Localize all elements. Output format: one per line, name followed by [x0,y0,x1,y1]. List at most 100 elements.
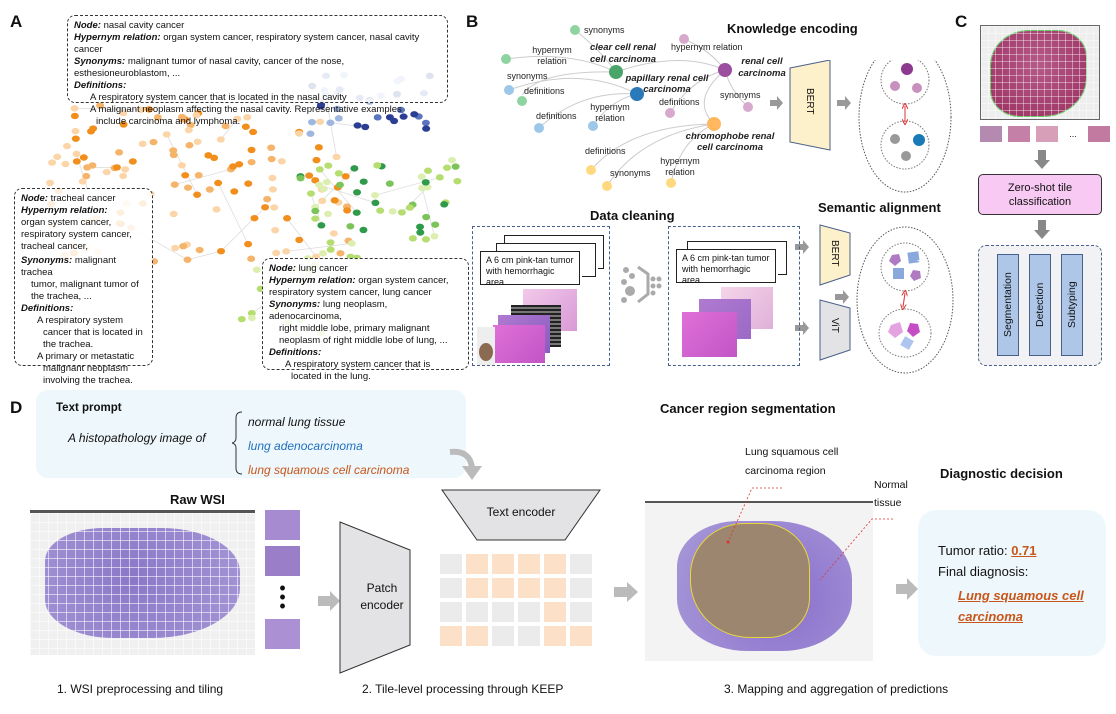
semantic-alignment-title: Semantic alignment [818,200,941,215]
tile-cell [518,602,540,622]
graph-node [316,118,325,125]
wsi-thumbnail [980,25,1100,120]
graph-node [306,130,315,137]
hypernym-text: tracheal cancer, [21,241,89,252]
graph-edge [374,176,440,196]
graph-node [204,152,213,159]
tile-strip: ... [980,126,1110,142]
graph-node [235,161,244,168]
graph-node [88,162,97,169]
graph-node [421,179,430,186]
synonyms-text: the trachea, ... [31,291,92,302]
graph-node [334,170,343,177]
graph-node [247,158,256,166]
graph-node [326,246,335,253]
attr-label: synonyms [720,90,761,100]
definition: A respiratory system cancer that is [285,359,431,370]
graph-node [306,190,315,197]
node-dot [609,65,623,79]
graph-node [416,223,425,231]
graph-node [423,167,432,174]
graph-node [282,248,291,255]
graph-node [137,106,146,113]
t-icon: T [917,259,922,268]
node-dot [743,102,753,112]
graph-node [326,239,335,246]
graph-node [408,235,417,242]
graph-node [410,111,419,118]
prompt-option-lusc: lung squamous cell carcinoma [248,463,410,477]
graph-node [271,226,280,234]
graph-node [322,178,331,186]
node-dot [679,34,689,44]
raw-wsi-image [30,510,255,655]
node-label-ccrcc: clear cell renal cell carcinoma [589,42,657,65]
graph-node [72,150,81,158]
tile [1088,126,1110,142]
tile-cell [544,578,566,598]
tile-cell [518,626,540,646]
label: Node: [74,20,101,31]
graph-node [343,207,352,214]
tasks-box: Segmentation Detection Subtyping [978,245,1102,366]
graph-node [71,127,80,135]
tile-cell [440,578,462,598]
graph-edge [286,242,352,252]
graph-node [216,136,225,143]
node-name: lung cancer [298,263,348,274]
final-diagnosis-value: Lung squamous cell carcinoma [958,588,1084,624]
graph-node [72,158,81,165]
graph-node [443,164,452,171]
graph-node [270,204,279,211]
graph-node [112,164,121,171]
graph-node [333,105,342,113]
graph-node [421,236,430,243]
curved-arrow-icon [449,448,482,480]
graph-node [277,158,286,165]
graph-node [405,204,414,211]
down-arrow-icon [1034,220,1050,239]
tumor-ratio-value: 0.71 [1011,543,1037,558]
graph-node [263,195,272,203]
graph-node [63,142,72,150]
task-subtyping: Subtyping [1061,254,1083,356]
graph-node [230,188,239,195]
graph-node [193,138,202,145]
tile-cell [466,554,488,574]
text-prompt-title: Text prompt [56,402,122,414]
node-card-lung: Node: lung cancer Hypernym relation: org… [262,258,469,382]
graph-node [119,121,128,128]
caption-card: A 6 cm pink-tan tumor with hemorrhagic a… [676,249,776,285]
tile-cell [570,626,592,646]
graph-node [324,162,333,169]
graph-node [169,151,178,159]
arrow-icon [795,321,809,335]
label: Synonyms: [74,56,126,67]
attr-label: hypernym relation [671,42,743,52]
definition: A respiratory system cancer that is loca… [90,92,347,103]
graph-node [181,172,190,179]
label: Definitions: [21,303,74,314]
hypernym-text: organ system cancer, [21,217,112,228]
node-dot [602,181,612,191]
synonyms-text: malignant trachea [21,255,117,278]
tile-cell [492,602,514,622]
node-dot [504,85,514,95]
graph-node [268,186,277,193]
attr-label: definitions [536,111,577,121]
graph-node [347,240,356,247]
graph-node [252,266,261,273]
graph-node [359,178,368,185]
node-dot [718,63,732,77]
synonyms-text: neoplasm of right middle lobe of lung, .… [279,335,448,346]
text-prompt-box: Text prompt A histopathology image of no… [36,390,466,478]
graph-node [121,166,130,173]
callout-lines [726,487,893,580]
tile [980,126,1002,142]
graph-node [315,166,324,173]
graph-node [385,180,394,187]
filter-icon [621,265,662,304]
graph-node [295,236,304,244]
node-dot [570,25,580,35]
definition: include carcinoma and lymphoma. [96,116,241,127]
